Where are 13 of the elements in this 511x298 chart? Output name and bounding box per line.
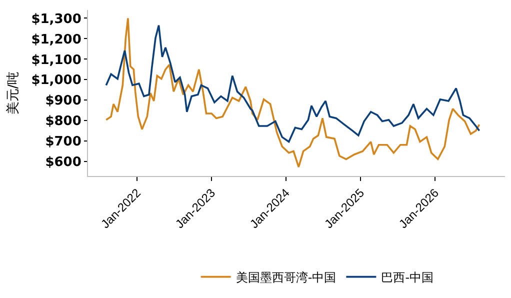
line-series (105, 17, 480, 168)
y-axis-title: 美元/吨 (5, 71, 22, 115)
y-tick-label: $800 (45, 114, 82, 130)
line-series (105, 24, 480, 143)
y-tick-label: $1,100 (31, 52, 82, 68)
y-tick-label: $600 (45, 155, 82, 170)
y-tick-label: $900 (45, 94, 82, 109)
legend-label: 美国墨西哥湾-中国 (236, 270, 336, 284)
y-tick-label: $1,200 (31, 32, 82, 48)
y-tick-label: $1,000 (31, 73, 82, 88)
y-tick-label: $1,300 (31, 12, 82, 27)
legend-label: 巴西-中国 (381, 270, 434, 284)
y-tick-label: $700 (45, 134, 82, 150)
